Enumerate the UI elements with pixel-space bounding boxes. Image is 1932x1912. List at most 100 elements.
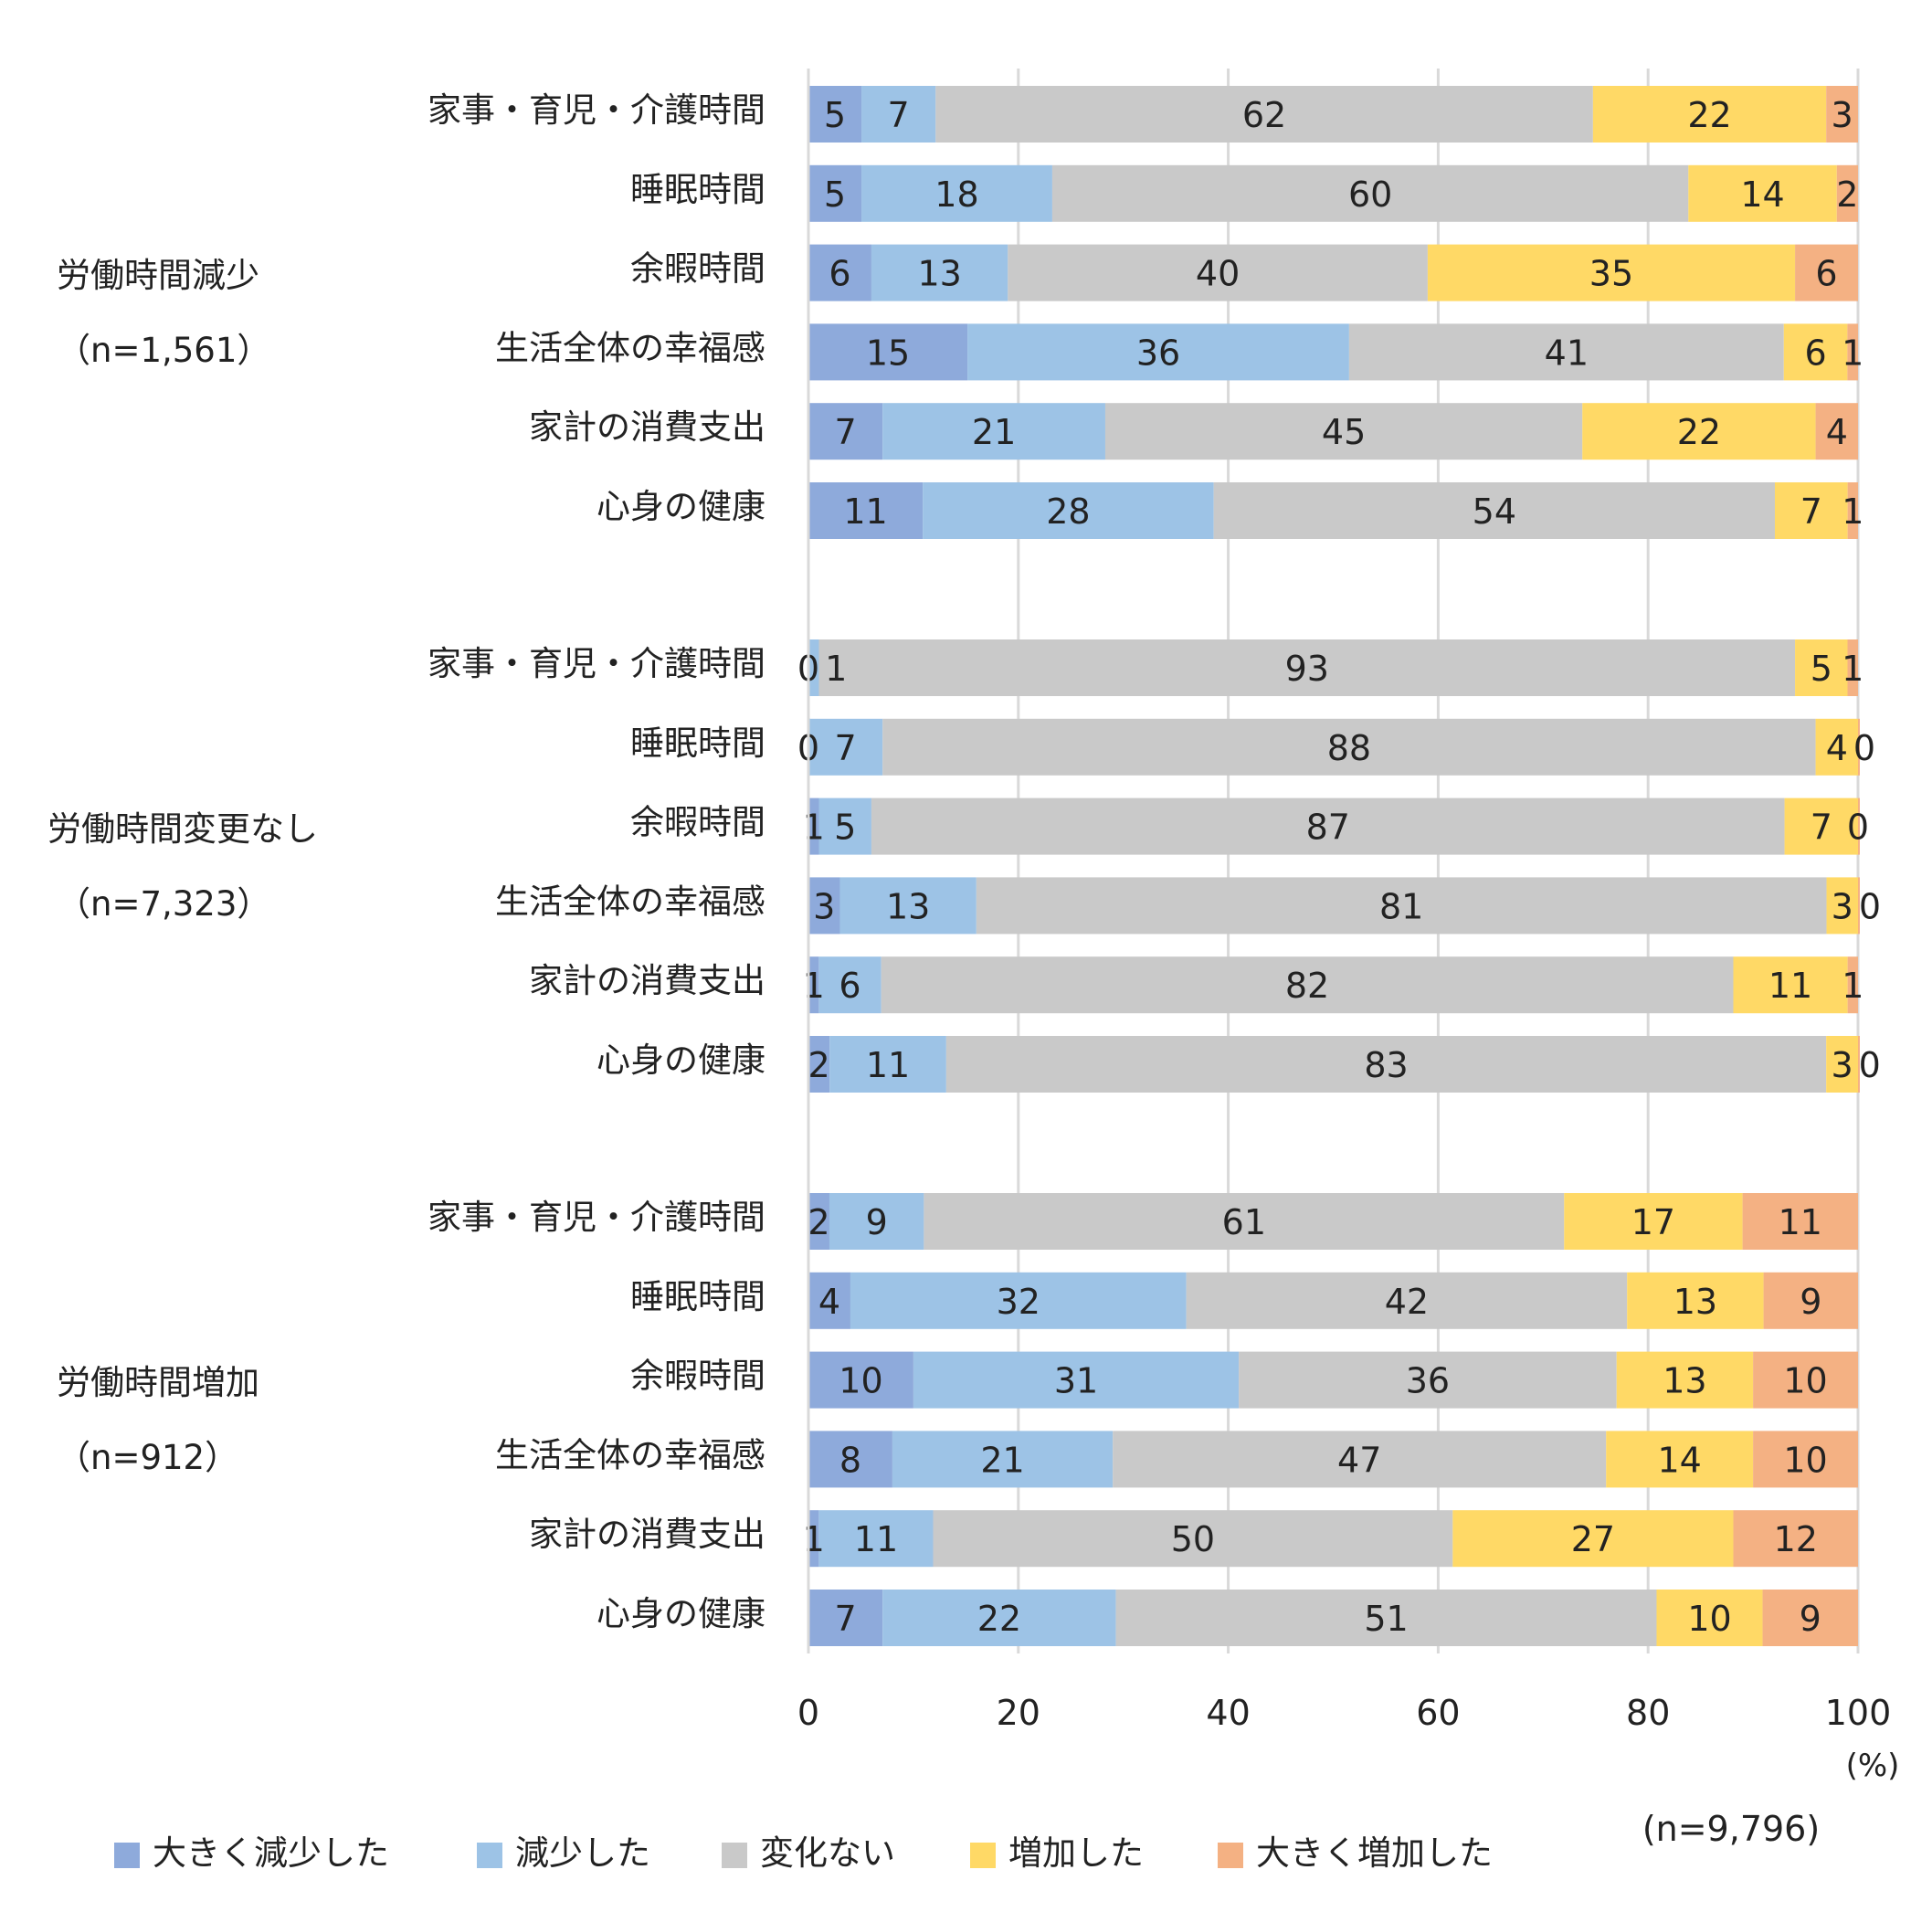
data-label: 87 bbox=[1306, 808, 1350, 848]
data-label: 1 bbox=[1842, 491, 1863, 532]
bar-segment bbox=[1616, 1351, 1754, 1409]
bar-segment bbox=[871, 244, 1008, 301]
data-label: 0 bbox=[1859, 1045, 1881, 1085]
category-label: 生活全体の幸福感 bbox=[495, 328, 765, 367]
data-label: 9 bbox=[1800, 1599, 1821, 1639]
bar-segment bbox=[808, 244, 871, 301]
data-label: 7 bbox=[888, 95, 910, 135]
bar-segment bbox=[923, 482, 1214, 539]
data-label: 15 bbox=[866, 333, 910, 373]
category-label: 心身の健康 bbox=[596, 487, 765, 526]
data-label: 18 bbox=[934, 174, 978, 215]
bar-segment bbox=[808, 877, 840, 935]
bar-segment bbox=[861, 86, 936, 143]
data-label: 4 bbox=[818, 1282, 840, 1322]
data-label: 1 bbox=[1842, 649, 1863, 689]
data-label: 31 bbox=[1054, 1361, 1098, 1401]
bar-segment bbox=[829, 1036, 946, 1093]
bar-segment bbox=[1582, 403, 1816, 460]
bar-segment bbox=[818, 639, 1796, 696]
bar-segment bbox=[808, 1431, 892, 1488]
data-label: 5 bbox=[834, 808, 856, 848]
category-label: 生活全体の幸福感 bbox=[495, 1435, 765, 1474]
x-tick-label: 80 bbox=[1626, 1693, 1670, 1733]
data-label: 2 bbox=[808, 1202, 829, 1242]
data-label: 13 bbox=[1673, 1282, 1717, 1322]
bar-segment bbox=[1753, 1431, 1858, 1488]
data-label: 14 bbox=[1657, 1440, 1701, 1480]
bar-segment bbox=[945, 1036, 1827, 1093]
bar-segment bbox=[1564, 1193, 1743, 1250]
bar-segment bbox=[808, 164, 862, 222]
bar-segment bbox=[1115, 1590, 1657, 1646]
bar-segment bbox=[1606, 1431, 1754, 1488]
legend-label: 大きく減少した bbox=[153, 1833, 389, 1873]
bar-segment bbox=[1688, 164, 1837, 222]
category-label: 心身の健康 bbox=[596, 1594, 765, 1633]
data-label: 82 bbox=[1285, 966, 1329, 1006]
bar-segment bbox=[1815, 718, 1858, 776]
bar-segment bbox=[808, 639, 819, 696]
legend-label: 増加した bbox=[1008, 1833, 1144, 1873]
data-label: 3 bbox=[1831, 1045, 1853, 1085]
bar-segment bbox=[1656, 1590, 1763, 1646]
data-label: 41 bbox=[1545, 333, 1589, 373]
category-label: 家計の消費支出 bbox=[529, 407, 765, 447]
bar-segment bbox=[818, 956, 882, 1014]
data-label: 32 bbox=[997, 1282, 1040, 1322]
data-label: 1 bbox=[803, 966, 825, 1006]
data-label: 13 bbox=[1663, 1361, 1706, 1401]
bar-segment bbox=[913, 1351, 1240, 1409]
bar-segment bbox=[882, 403, 1105, 460]
bar-segment bbox=[1104, 403, 1583, 460]
data-label: 93 bbox=[1285, 649, 1329, 689]
data-label: 7 bbox=[835, 412, 857, 452]
data-label: 7 bbox=[835, 1599, 857, 1639]
data-label: 11 bbox=[1779, 1202, 1822, 1242]
x-tick-label: 60 bbox=[1416, 1693, 1460, 1733]
x-tick-label: 0 bbox=[797, 1693, 819, 1733]
bar-segment bbox=[1008, 244, 1428, 301]
group-label: 労働時間減少 bbox=[57, 256, 259, 295]
bar-segment bbox=[1733, 956, 1848, 1014]
data-label: 9 bbox=[1800, 1282, 1821, 1322]
category-label: 睡眠時間 bbox=[630, 1277, 765, 1316]
bar-segment bbox=[1858, 877, 1860, 935]
data-label: 27 bbox=[1571, 1519, 1615, 1559]
data-label: 62 bbox=[1242, 95, 1286, 135]
bar-segment bbox=[871, 798, 1785, 855]
data-label: 7 bbox=[1811, 808, 1832, 848]
bar-segment bbox=[933, 1510, 1453, 1568]
data-label: 88 bbox=[1327, 728, 1371, 768]
category-label: 睡眠時間 bbox=[630, 724, 765, 763]
bar-segment bbox=[1627, 1272, 1764, 1329]
data-label: 3 bbox=[1831, 95, 1853, 135]
data-label: 36 bbox=[1406, 1361, 1450, 1401]
legend-swatch bbox=[722, 1843, 747, 1868]
bar-segment bbox=[818, 1510, 934, 1568]
data-label: 0 bbox=[1847, 808, 1869, 848]
bar-segment bbox=[1858, 718, 1860, 776]
data-label: 42 bbox=[1385, 1282, 1429, 1322]
data-label: 2 bbox=[808, 1045, 830, 1085]
bar-segment bbox=[808, 1590, 883, 1646]
data-label: 6 bbox=[1815, 254, 1837, 294]
bar-segment bbox=[1239, 1351, 1617, 1409]
data-label: 3 bbox=[1832, 886, 1853, 926]
bar-segment bbox=[881, 956, 1734, 1014]
data-label: 17 bbox=[1631, 1202, 1675, 1242]
group-n-label: （n=912） bbox=[57, 1438, 238, 1477]
bar-segment bbox=[808, 323, 968, 381]
group-label: 労働時間増加 bbox=[57, 1363, 259, 1402]
bar-segment bbox=[1427, 244, 1796, 301]
bar-segment bbox=[808, 798, 819, 855]
bar-segment bbox=[1592, 86, 1827, 143]
data-label: 45 bbox=[1322, 412, 1366, 452]
data-label: 6 bbox=[829, 254, 850, 294]
data-label: 11 bbox=[1768, 966, 1812, 1006]
group-n-label: （n=1,561） bbox=[57, 331, 270, 370]
bar-segment bbox=[1826, 877, 1858, 935]
bar-segment bbox=[1051, 164, 1689, 222]
x-tick-label: 100 bbox=[1825, 1693, 1892, 1733]
group-label: 労働時間変更なし bbox=[48, 809, 318, 849]
